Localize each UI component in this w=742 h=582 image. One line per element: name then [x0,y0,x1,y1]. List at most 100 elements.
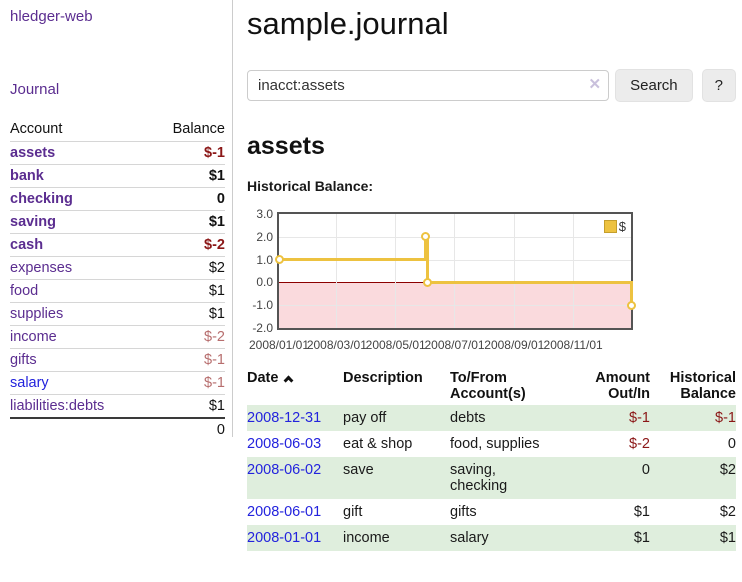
x-tick-label: 2008/11/01 [543,338,603,352]
help-button[interactable]: ? [701,69,736,102]
total-row: 0 [10,417,225,441]
chart-gridline [572,214,574,328]
transaction-description: gift [343,504,363,520]
account-row: cash $-2 [10,233,225,257]
transaction-accounts: gifts [450,504,477,520]
column-header-amount: Amount Out/In [595,370,650,402]
transaction-amount: $1 [579,525,650,551]
account-link-bank[interactable]: bank [10,168,44,184]
account-row: salary $-1 [10,371,225,395]
transaction-row: 2008-06-03 eat & shop food, supplies $-2… [247,431,736,457]
account-balance: $2 [148,256,225,280]
transaction-balance: $-1 [650,405,736,431]
transaction-balance: 0 [727,436,736,452]
nav-journal-link[interactable]: Journal [10,81,60,98]
search-input[interactable] [247,70,610,101]
transaction-date-link[interactable]: 2008-06-01 [247,504,322,520]
y-tick-label: 1.0 [256,252,273,267]
account-row: bank $1 [10,164,225,188]
account-link-income[interactable]: income [10,329,57,345]
search-button[interactable]: Search [615,69,693,102]
chart-series-segment [424,235,428,262]
y-tick-label: 2.0 [256,229,273,244]
column-header-date[interactable]: Date [247,367,343,405]
account-link-salary[interactable]: salary [10,375,49,391]
chart-series-segment [629,280,633,307]
chart-gridline [513,214,515,328]
account-balance: $-1 [148,348,225,372]
transaction-date-link[interactable]: 2008-12-31 [247,410,322,426]
main-content: sample.journal ✕ Search ? assets Histori… [234,0,742,551]
account-link-checking[interactable]: checking [10,191,73,207]
transaction-row: 2008-06-02 save saving, checking 0 $2 [247,457,736,499]
account-link-assets[interactable]: assets [10,145,56,161]
account-row: checking 0 [10,187,225,211]
transaction-amount: 0 [579,457,650,499]
chart-series-segment [426,235,429,284]
chart-title: Historical Balance: [247,178,374,194]
transaction-row: 2008-01-01 income salary $1 $1 [247,525,736,551]
account-balance: $1 [148,394,225,418]
account-link-expenses[interactable]: expenses [10,260,73,276]
register-table: Date Description To/From Account(s) Amou… [247,367,736,551]
transaction-row: 2008-06-01 gift gifts $1 $2 [247,499,736,525]
account-balance: $-2 [148,325,225,349]
transaction-balance: $1 [650,525,736,551]
account-heading: assets [247,132,325,160]
account-balance: $1 [148,164,225,188]
transaction-accounts: food, supplies [450,436,540,452]
transaction-date-link[interactable]: 2008-06-02 [247,462,322,478]
total-balance: 0 [148,417,225,441]
account-link-saving[interactable]: saving [10,214,56,230]
chart-series-segment [427,280,631,284]
transaction-accounts: debts [450,405,579,431]
account-row: supplies $1 [10,302,225,326]
account-row: liabilities:debts $1 [10,394,225,418]
app-brand-link[interactable]: hledger-web [10,8,93,25]
account-link-supplies[interactable]: supplies [10,306,64,322]
transaction-description: eat & shop [343,436,413,452]
transaction-amount: $1 [633,504,650,520]
historical-balance-chart: $ 3.0 2.0 1.0 0.0 -1.0 -2.0 2008/01/01 2008/03/… [247,205,667,355]
account-link-liabilities-debts[interactable]: liabilities:debts [10,398,105,414]
clear-search-icon[interactable]: ✕ [588,76,602,93]
transaction-description: income [343,525,450,551]
y-tick-label: 0.0 [256,275,273,290]
account-link-food[interactable]: food [10,283,39,299]
chart-gridline [336,214,338,328]
x-tick-label: 2008/05/01 [365,338,426,352]
transaction-amount: $-2 [629,436,650,452]
transaction-date-link[interactable]: 2008-06-03 [247,436,322,452]
sidebar: hledger-web Journal Account Balance asse… [0,0,233,441]
column-header-description: Description [343,370,423,386]
account-row: food $1 [10,279,225,303]
chart-series-segment [279,258,426,262]
transaction-amount: $-1 [579,405,650,431]
register-header-row: Date Description To/From Account(s) Amou… [247,367,736,405]
legend-label: $ [618,219,626,234]
balance-column-header: Balance [172,121,225,137]
transaction-description: save [343,457,450,499]
page-title: sample.journal [247,6,449,41]
account-link-cash[interactable]: cash [10,237,44,253]
transaction-accounts: salary [450,525,579,551]
account-row: income $-2 [10,325,225,349]
transaction-description: pay off [343,405,450,431]
transaction-balance: $2 [650,457,736,499]
transaction-date-link[interactable]: 2008-01-01 [247,530,322,546]
sort-ascending-icon [283,375,294,386]
legend-swatch-icon [603,220,617,233]
y-tick-label: 3.0 [256,207,273,221]
y-tick-label: -1.0 [252,298,273,313]
account-balance-table: Account Balance assets $-1 bank $1 checkin… [10,118,225,441]
account-balance: $1 [148,210,225,234]
account-link-gifts[interactable]: gifts [10,352,37,368]
account-balance: $-1 [148,141,225,165]
chart-data-point [421,232,431,242]
transaction-balance: $2 [719,504,736,520]
column-header-balance: Historical Balance [669,370,736,402]
chart-plot: $ [274,212,636,330]
account-row: assets $-1 [10,141,225,165]
account-balance: $-1 [148,371,225,395]
chart-data-point [423,277,432,287]
